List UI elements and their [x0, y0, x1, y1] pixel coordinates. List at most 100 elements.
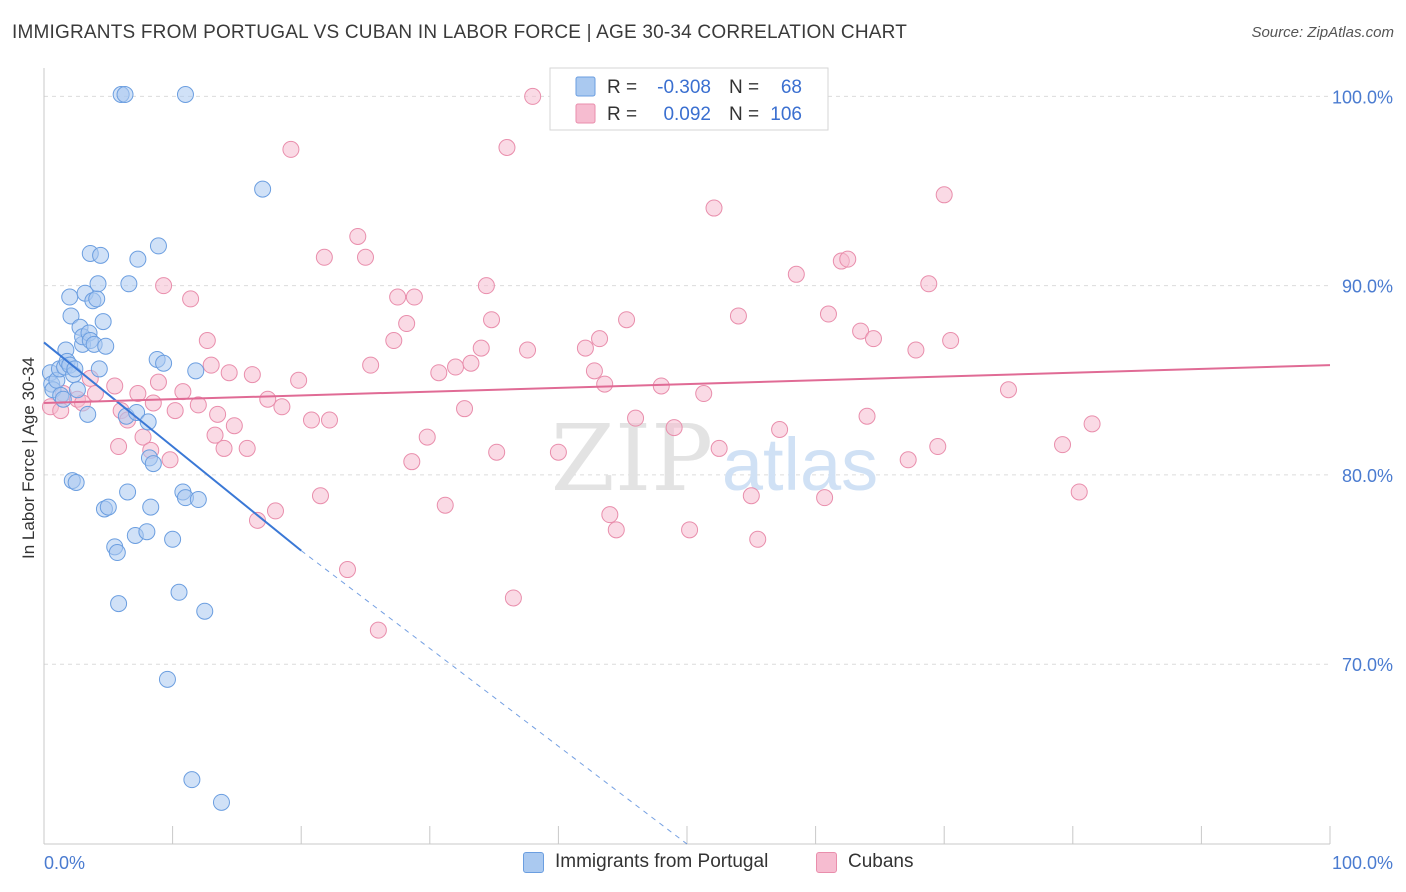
cubans-point — [858, 407, 876, 425]
portugal-point — [144, 455, 162, 473]
portugal-point — [94, 313, 112, 331]
portugal-point — [119, 483, 137, 501]
portugal-point — [97, 337, 115, 355]
legend-n-label: N = — [729, 104, 759, 125]
portugal-point — [116, 85, 134, 103]
cubans-point — [106, 377, 124, 395]
legend-label-portugal: Immigrants from Portugal — [555, 851, 769, 872]
cubans-point — [182, 290, 200, 308]
cubans-point — [742, 487, 760, 505]
cubans-point — [1083, 415, 1101, 433]
portugal-point — [110, 595, 128, 613]
cubans-point — [198, 332, 216, 350]
portugal-point — [187, 362, 205, 380]
cubans-point — [483, 311, 501, 329]
cubans-point — [771, 421, 789, 439]
cubans-point — [161, 451, 179, 469]
portugal-point — [67, 473, 85, 491]
cubans-point — [618, 311, 636, 329]
portugal-trend-line-extension — [300, 550, 688, 845]
cubans-point — [852, 322, 870, 340]
portugal-point — [54, 390, 72, 408]
portugal-point — [108, 544, 126, 562]
bottom-legend: Immigrants from Portugal Cubans — [0, 851, 1406, 879]
portugal-point — [62, 307, 80, 325]
portugal-trend-line — [43, 341, 302, 552]
cubans-point — [504, 589, 522, 607]
cubans-point — [549, 443, 567, 461]
cubans-point — [585, 362, 603, 380]
top-legend-box — [549, 67, 829, 131]
cubans-point — [302, 411, 320, 429]
cubans-point — [418, 428, 436, 446]
cubans-point — [248, 511, 266, 529]
trend-lines — [43, 341, 1331, 845]
portugal-point — [158, 670, 176, 688]
cubans-point — [189, 396, 207, 414]
cubans-point — [498, 138, 516, 156]
cubans-point — [202, 356, 220, 374]
cubans-point — [209, 405, 227, 423]
cubans-point — [1070, 483, 1088, 501]
cubans-point — [110, 438, 128, 456]
portugal-point — [128, 403, 146, 421]
cubans-point — [430, 364, 448, 382]
cubans-point — [238, 439, 256, 457]
cubans-point — [174, 383, 192, 401]
cubans-point — [144, 394, 162, 412]
cubans-point — [398, 315, 416, 333]
cubans-point — [456, 400, 474, 418]
y-tick-label: 80.0% — [1342, 466, 1393, 486]
portugal-point — [155, 354, 173, 372]
portugal-point — [164, 530, 182, 548]
legend-item-portugal: Immigrants from Portugal — [523, 851, 768, 873]
y-tick-label: 90.0% — [1342, 277, 1393, 297]
portugal-point — [170, 583, 188, 601]
portugal-point — [61, 288, 79, 306]
cubans-point — [607, 521, 625, 539]
portugal-point — [90, 360, 108, 378]
legend-n-value: 68 — [781, 77, 802, 98]
cubans-point — [155, 277, 173, 295]
cubans-point — [220, 364, 238, 382]
portugal-point — [129, 250, 147, 268]
cubans-point — [385, 332, 403, 350]
cubans-point — [273, 398, 291, 416]
cubans-point — [519, 341, 537, 359]
cubans-point — [839, 250, 857, 268]
cubans-point — [243, 366, 261, 384]
portugal-point — [254, 180, 272, 198]
cubans-point — [362, 356, 380, 374]
cubans-point — [259, 390, 277, 408]
cubans-point — [729, 307, 747, 325]
cubans-point — [134, 428, 152, 446]
portugal-point — [68, 381, 86, 399]
cubans-point — [477, 277, 495, 295]
portugal-point — [149, 237, 167, 255]
legend-r-value: -0.308 — [657, 77, 711, 98]
cubans-point — [929, 438, 947, 456]
cubans-point — [596, 375, 614, 393]
cubans-point — [369, 621, 387, 639]
cubans-point — [282, 140, 300, 158]
x-tick-label-min: 0.0% — [44, 853, 85, 873]
y-axis-label: In Labor Force | Age 30-34 — [19, 357, 38, 559]
cubans-point — [225, 417, 243, 435]
cubans-point — [149, 373, 167, 391]
cubans-point — [907, 341, 925, 359]
legend-r-label: R = — [607, 77, 637, 98]
portugal-point — [138, 523, 156, 541]
cubans-point — [681, 521, 699, 539]
legend-swatch-cubans — [816, 851, 837, 873]
cubans-point — [705, 199, 723, 217]
portugal-point — [99, 498, 117, 516]
cubans-point — [601, 506, 619, 524]
cubans-point — [436, 496, 454, 514]
cubans-point — [942, 332, 960, 350]
grid-lines — [44, 95, 1330, 665]
portugal-point — [88, 290, 106, 308]
top-legend: R = -0.308 N = 68 R = 0.092 N = 106 — [549, 67, 829, 131]
portugal-point — [120, 275, 138, 293]
legend-r-label: R = — [607, 104, 637, 125]
